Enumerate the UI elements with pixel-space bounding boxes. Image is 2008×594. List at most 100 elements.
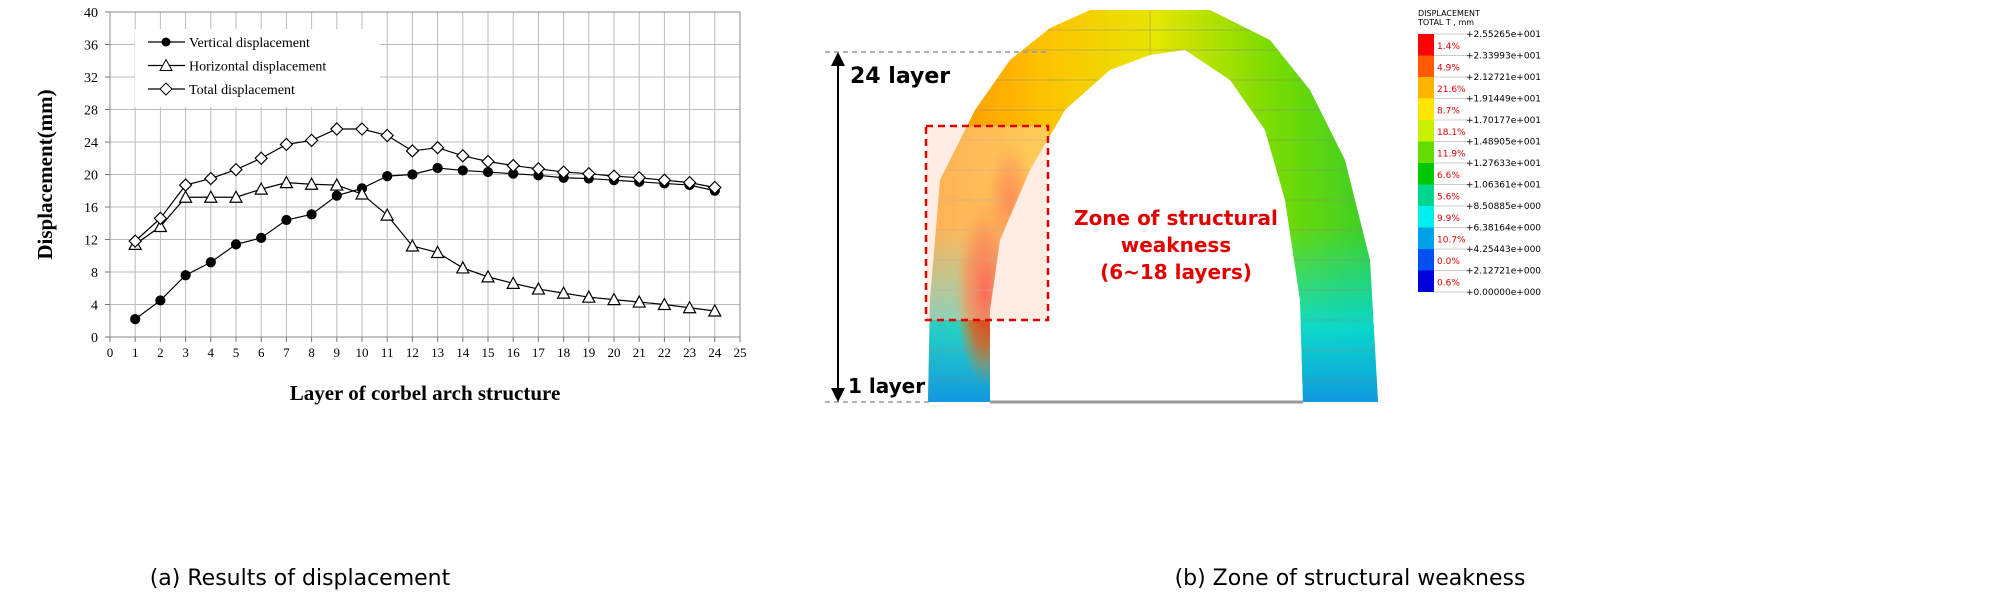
data-point (254, 181, 269, 195)
data-point (256, 232, 267, 243)
legend-percent: 9.9% (1437, 214, 1460, 224)
legend-percent: 5.6% (1437, 193, 1460, 203)
legend-percent: 10.7% (1437, 236, 1466, 246)
legend-percent: 11.9% (1437, 150, 1466, 160)
data-point (130, 314, 141, 325)
data-point (506, 276, 521, 289)
y-tick-label: 0 (91, 331, 98, 346)
data-point (380, 128, 395, 143)
annotation: 24 layer (850, 64, 950, 89)
legend-title: TOTAL T , mm (1417, 18, 1474, 27)
y-tick-label: 36 (84, 39, 98, 54)
legend-swatch (1418, 141, 1434, 163)
legend-percent: 8.7% (1437, 107, 1460, 117)
plot-frame (109, 11, 741, 338)
legend: Vertical displacement Horizontal displace… (135, 29, 380, 107)
data-point (657, 297, 672, 311)
data-point (481, 154, 495, 169)
data-point (203, 171, 218, 186)
x-tick-label: 17 (532, 345, 546, 360)
legend-level: +2.12721e+000 (1466, 267, 1541, 277)
data-point (304, 133, 319, 148)
line (134, 167, 715, 320)
legend-swatch (1418, 98, 1434, 120)
y-tick-label: 4 (91, 299, 98, 314)
data-point (455, 260, 470, 274)
legend-swatch (1418, 249, 1434, 271)
x-tick-label: 18 (557, 345, 570, 360)
data-point (355, 122, 369, 136)
annotation: (6~18 layers) (1100, 260, 1252, 284)
y-tick-label: 12 (84, 234, 98, 249)
data-point (581, 166, 596, 181)
data-point (203, 189, 218, 203)
x-tick-label: 0 (107, 345, 114, 360)
x-tick-label: 25 (734, 345, 747, 360)
x-tick-label: 11 (381, 345, 394, 360)
data-point (455, 148, 470, 163)
y-tick-label: 24 (84, 136, 98, 151)
data-point (128, 234, 143, 248)
data-point (506, 158, 521, 173)
legend-label: Horizontal displacement (189, 60, 326, 75)
legend-level: +1.48905e+001 (1466, 138, 1541, 148)
legend-swatch (1418, 55, 1434, 77)
data-point (304, 176, 319, 190)
x-tick-label: 4 (208, 345, 215, 360)
legend-level: +2.12721e+001 (1466, 73, 1541, 83)
data-point (230, 239, 242, 250)
legend-percent: 0.6% (1437, 279, 1460, 289)
x-tick-label: 20 (608, 345, 621, 360)
x-tick-label: 21 (633, 345, 646, 360)
legend-title: DISPLACEMENT (1418, 9, 1480, 18)
data-point (279, 175, 294, 189)
data-point (531, 161, 546, 176)
data-point (354, 186, 370, 200)
data-point (657, 173, 672, 188)
data-point (279, 137, 294, 152)
x-axis-label: Layer of corbel arch structure (290, 381, 561, 405)
legend-level: +1.70177e+001 (1466, 116, 1541, 126)
data-point (682, 175, 697, 190)
data-point (432, 162, 443, 174)
data-point (281, 214, 292, 226)
data-point (531, 281, 546, 295)
data-point (254, 151, 269, 166)
data-point (178, 189, 193, 203)
x-tick-label: 8 (308, 345, 315, 360)
legend-percent: 0.0% (1437, 257, 1460, 267)
annotation: weakness (1121, 233, 1231, 257)
x-tick-label: 9 (334, 345, 341, 360)
legend-level: +0.00000e+000 (1466, 288, 1541, 298)
data-point (180, 270, 191, 281)
legend-swatch (1418, 77, 1434, 99)
data-point (153, 211, 168, 226)
data-point (482, 166, 494, 178)
y-tick-label: 40 (84, 6, 98, 21)
x-tick-label: 3 (182, 345, 189, 360)
legend-level: +1.06361e+001 (1466, 181, 1541, 191)
legend-percent: 6.6% (1437, 171, 1460, 181)
legend-percent: 18.1% (1437, 128, 1466, 138)
data-point (556, 285, 571, 299)
data-point (457, 165, 468, 176)
annotation: 1 layer (848, 374, 925, 398)
legend-swatch (1418, 270, 1434, 292)
legend-swatch (1418, 184, 1434, 206)
legend-level: +1.27633e+001 (1466, 159, 1541, 169)
data-point (556, 165, 571, 179)
data-point (430, 245, 445, 259)
data-point (707, 303, 722, 317)
legend-marker (159, 82, 173, 96)
legend-swatch (1418, 120, 1434, 142)
x-tick-label: 5 (233, 345, 240, 360)
legend-percent: 4.9% (1437, 64, 1460, 74)
data-point (682, 300, 697, 314)
legend-marker (161, 37, 171, 47)
contour-legend: DISPLACEMENT TOTAL T , mm 1.4% 4.9% 21.6% 8… (1417, 9, 1541, 298)
legend-percent: 21.6% (1437, 85, 1466, 95)
data-point (607, 169, 621, 183)
legend-level: +6.38164e+000 (1466, 224, 1541, 234)
